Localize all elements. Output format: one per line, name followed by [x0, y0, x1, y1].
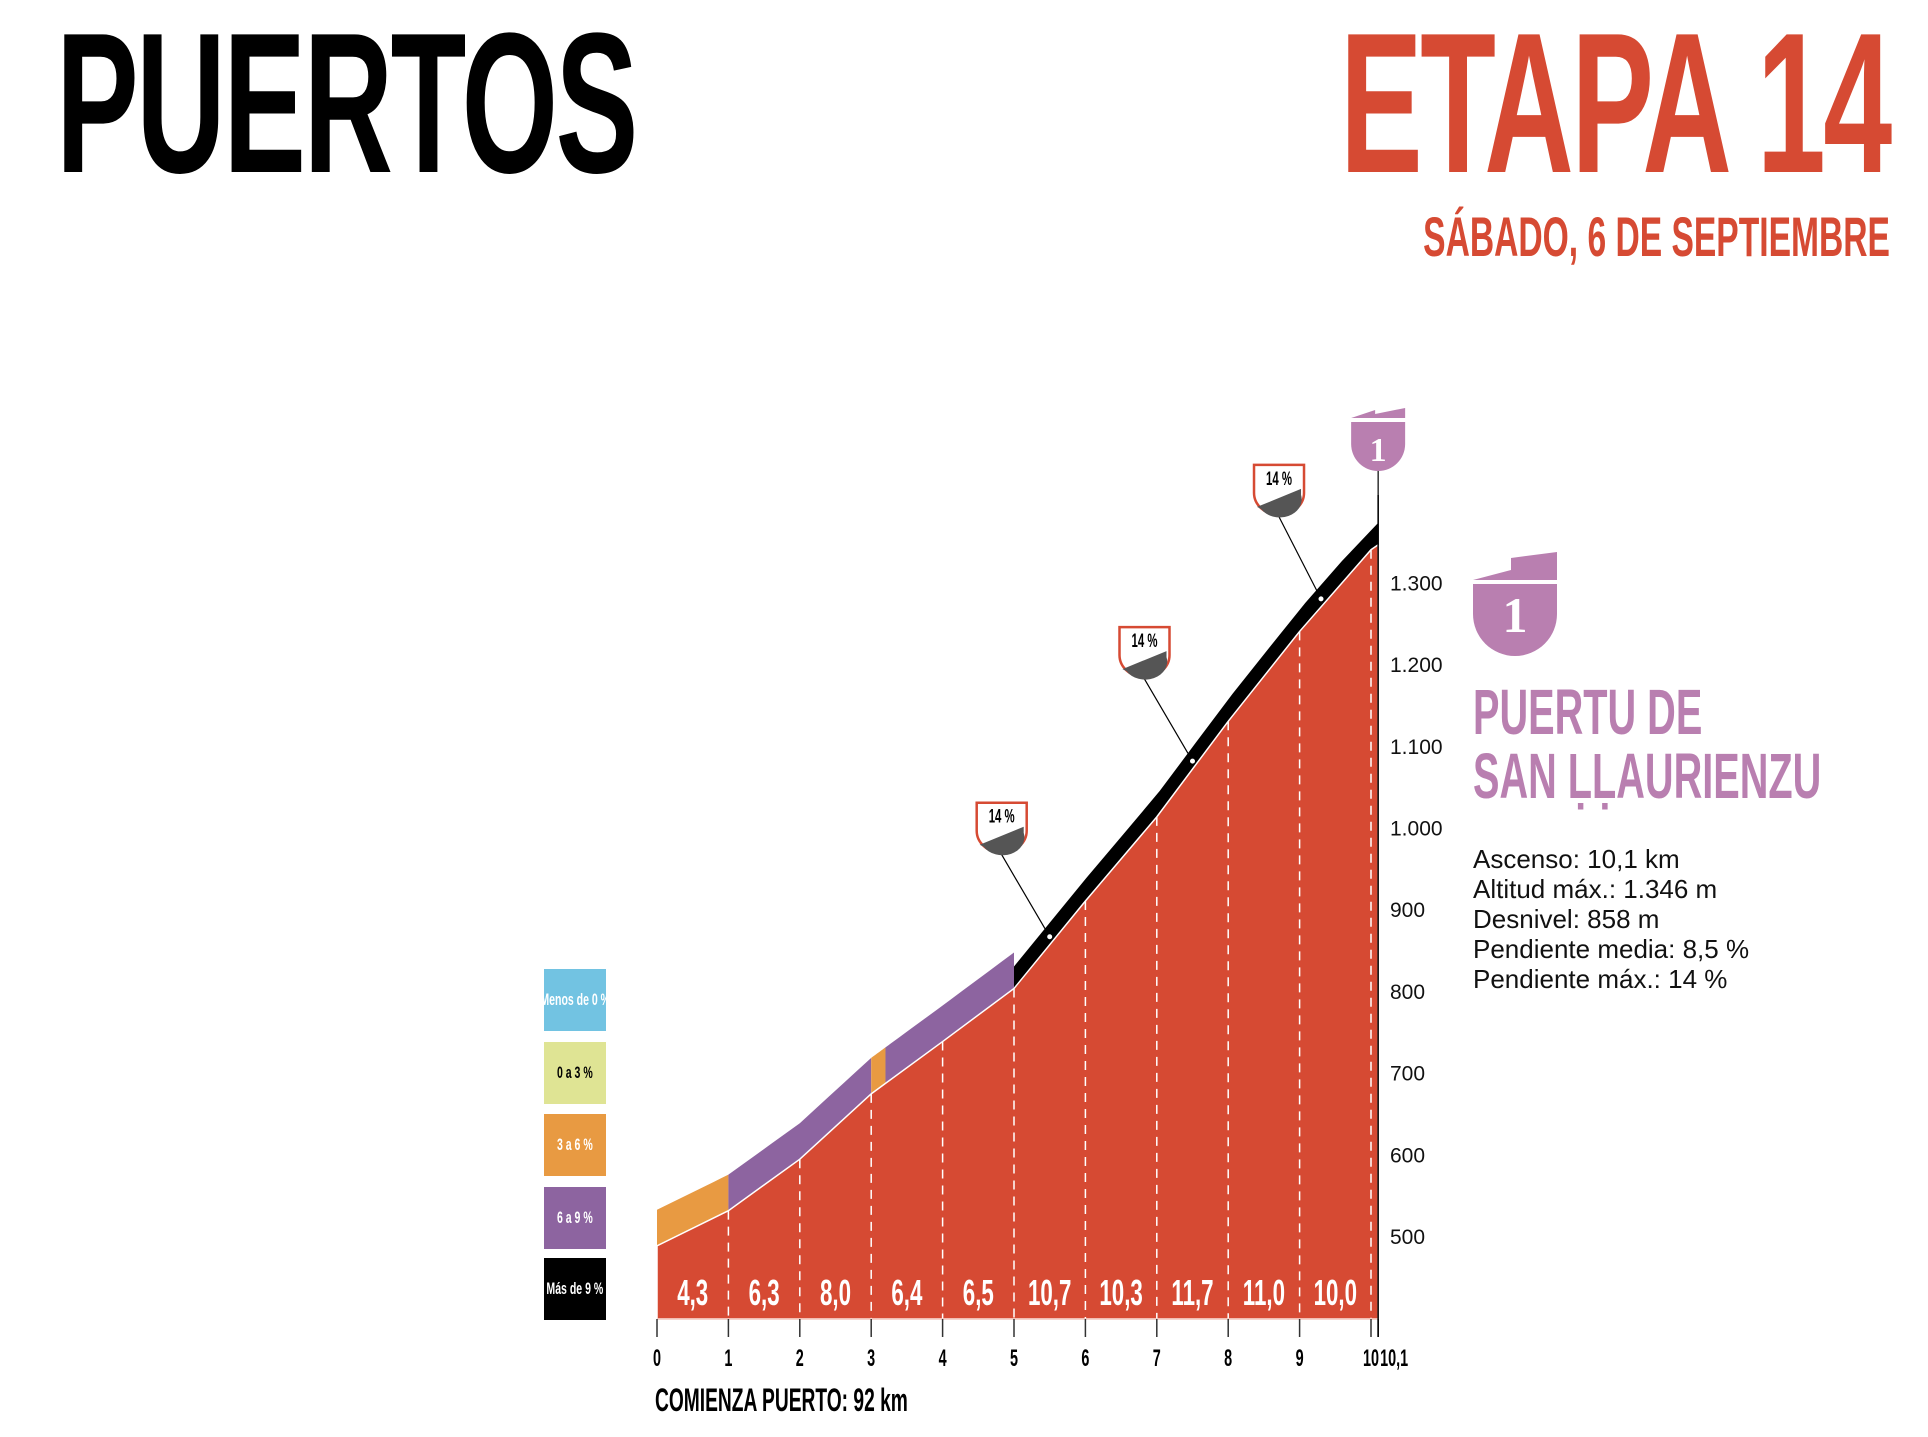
- stat-ascent: Ascenso: 10,1 km: [1473, 844, 1680, 874]
- y-tick-label: 700: [1390, 1063, 1425, 1086]
- marker-leader-line: [1278, 516, 1322, 600]
- climb-stats: Ascenso: 10,1 km Altitud máx.: 1.346 m D…: [1473, 844, 1749, 994]
- x-tick-label: 7: [1153, 1345, 1161, 1372]
- km-gradient-label: 11,0: [1243, 1274, 1285, 1314]
- x-tick-label: 10: [1363, 1345, 1379, 1372]
- slope-icon: [1122, 651, 1168, 680]
- climb-info: 1 PUERTU DE SAN ḶḶAURIENZU Ascenso: 10,1…: [1473, 552, 1903, 994]
- km-gradient-label: 8,0: [820, 1274, 851, 1314]
- y-tick-label: 1.000: [1390, 818, 1443, 841]
- km-gradient-label: 11,7: [1171, 1274, 1213, 1314]
- slope-icon: [1257, 488, 1302, 518]
- x-tick-label: 5: [1010, 1345, 1018, 1372]
- marker-point: [1046, 933, 1054, 941]
- km-gradient-label: 4,3: [677, 1274, 708, 1314]
- stage-date: SÁBADO, 6 DE SEPTIEMBRE: [1423, 205, 1890, 268]
- km-gradient-label: 6,5: [963, 1274, 994, 1314]
- start-label: COMIENZA PUERTO: 92 km: [655, 1382, 908, 1418]
- climb-name-line1: PUERTU DE: [1473, 676, 1703, 748]
- category-number: 1: [1503, 587, 1528, 643]
- x-tick-label: 10,1: [1380, 1345, 1408, 1372]
- legend-label: 6 a 9 %: [557, 1208, 593, 1227]
- stage-title: ETAPA 14: [1340, 0, 1892, 215]
- y-tick-label: 1.300: [1390, 572, 1443, 595]
- y-tick-label: 1.100: [1390, 736, 1443, 759]
- x-tick-label: 4: [939, 1345, 947, 1372]
- legend-item: Más de 9 %: [544, 1258, 606, 1320]
- stat-max-altitude: Altitud máx.: 1.346 m: [1473, 874, 1718, 904]
- km-gradient-label: 6,3: [749, 1274, 780, 1314]
- legend-item: 6 a 9 %: [544, 1187, 606, 1249]
- y-tick-label: 600: [1390, 1144, 1425, 1167]
- slope-icon: [979, 826, 1025, 856]
- climb-name: PUERTU DE SAN ḶḶAURIENZU: [1473, 676, 1822, 812]
- y-tick-label: 1.200: [1390, 654, 1443, 677]
- stat-avg-gradient: Pendiente media: 8,5 %: [1473, 934, 1750, 964]
- category-badge-icon: 1: [1473, 552, 1557, 656]
- summit-category-number: 1: [1370, 432, 1387, 469]
- summit-badge-icon: [1351, 422, 1406, 471]
- legend-item: 0 a 3 %: [544, 1042, 606, 1104]
- legend-label: Menos de 0 %: [540, 990, 610, 1009]
- legend-label: 0 a 3 %: [557, 1063, 593, 1082]
- gradient-band-segment: [871, 1047, 886, 1094]
- marker-point: [1317, 595, 1325, 603]
- marker-label: 14 %: [1266, 469, 1292, 490]
- x-tick-label: 3: [867, 1345, 875, 1372]
- legend-label: 3 a 6 %: [557, 1135, 593, 1154]
- gradient-band-segment: [885, 952, 1014, 1084]
- marker-label: 14 %: [989, 807, 1015, 828]
- y-tick-label: 500: [1390, 1226, 1425, 1249]
- x-tick-label: 8: [1224, 1345, 1232, 1372]
- marker-point: [1189, 757, 1196, 765]
- stat-elevation-gain: Desnivel: 858 m: [1473, 904, 1660, 934]
- stat-max-gradient: Pendiente máx.: 14 %: [1473, 964, 1728, 994]
- climb-name-line2: SAN ḶḶAURIENZU: [1473, 740, 1822, 812]
- y-tick-label: 800: [1390, 981, 1425, 1004]
- marker-label: 14 %: [1132, 631, 1158, 652]
- y-tick-label: 900: [1390, 899, 1425, 922]
- marker-leader-line: [1001, 854, 1051, 938]
- page-title: PUERTOS: [56, 0, 638, 215]
- gradient-band-segment: [1014, 522, 1379, 989]
- km-gradient-label: 10,0: [1314, 1274, 1357, 1314]
- gradient-band-segment: [728, 1057, 872, 1211]
- x-tick-label: 0: [653, 1345, 661, 1372]
- summit-badge-icon: [1351, 408, 1406, 418]
- x-tick-label: 9: [1296, 1345, 1304, 1372]
- km-gradient-label: 10,3: [1099, 1274, 1142, 1314]
- legend-item: Menos de 0 %: [540, 969, 610, 1031]
- gradient-band-segment: [657, 1174, 729, 1246]
- x-tick-label: 1: [724, 1345, 732, 1372]
- legend-label: Más de 9 %: [546, 1279, 604, 1298]
- x-tick-label: 2: [796, 1345, 804, 1372]
- marker-leader-line: [1143, 678, 1194, 762]
- legend-item: 3 a 6 %: [544, 1114, 606, 1176]
- km-gradient-label: 10,7: [1028, 1274, 1071, 1314]
- km-gradient-label: 6,4: [891, 1274, 922, 1314]
- x-tick-label: 6: [1081, 1345, 1089, 1372]
